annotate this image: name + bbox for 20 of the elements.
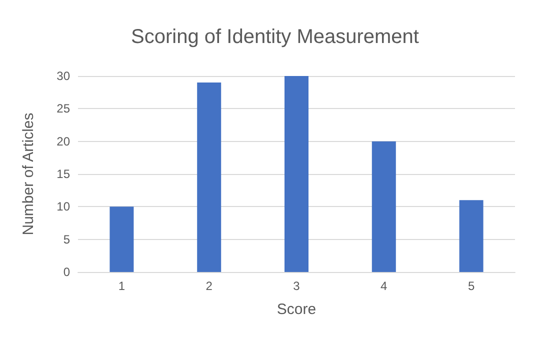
y-tick-label: 25	[56, 102, 70, 116]
y-tick-label: 5	[63, 232, 70, 246]
x-tick-label: 3	[293, 279, 300, 293]
bar	[459, 200, 484, 272]
y-tick-label: 0	[63, 265, 70, 279]
y-axis-title: Number of Articles	[20, 112, 37, 236]
y-tick-label: 10	[56, 200, 70, 214]
x-tick-label: 5	[468, 279, 475, 293]
chart-title: Scoring of Identity Measurement	[131, 26, 420, 48]
y-tick-label: 15	[56, 167, 70, 181]
y-tick-label: 30	[56, 69, 70, 83]
x-tick-label: 4	[380, 279, 388, 293]
bar	[372, 141, 396, 272]
x-axis-title: Score	[276, 301, 316, 318]
y-tick-label: 20	[56, 134, 70, 148]
x-tick-label: 2	[206, 279, 213, 293]
bar	[110, 206, 134, 272]
x-tick-label: 1	[118, 279, 126, 293]
bar	[197, 82, 222, 272]
bar	[284, 76, 308, 272]
